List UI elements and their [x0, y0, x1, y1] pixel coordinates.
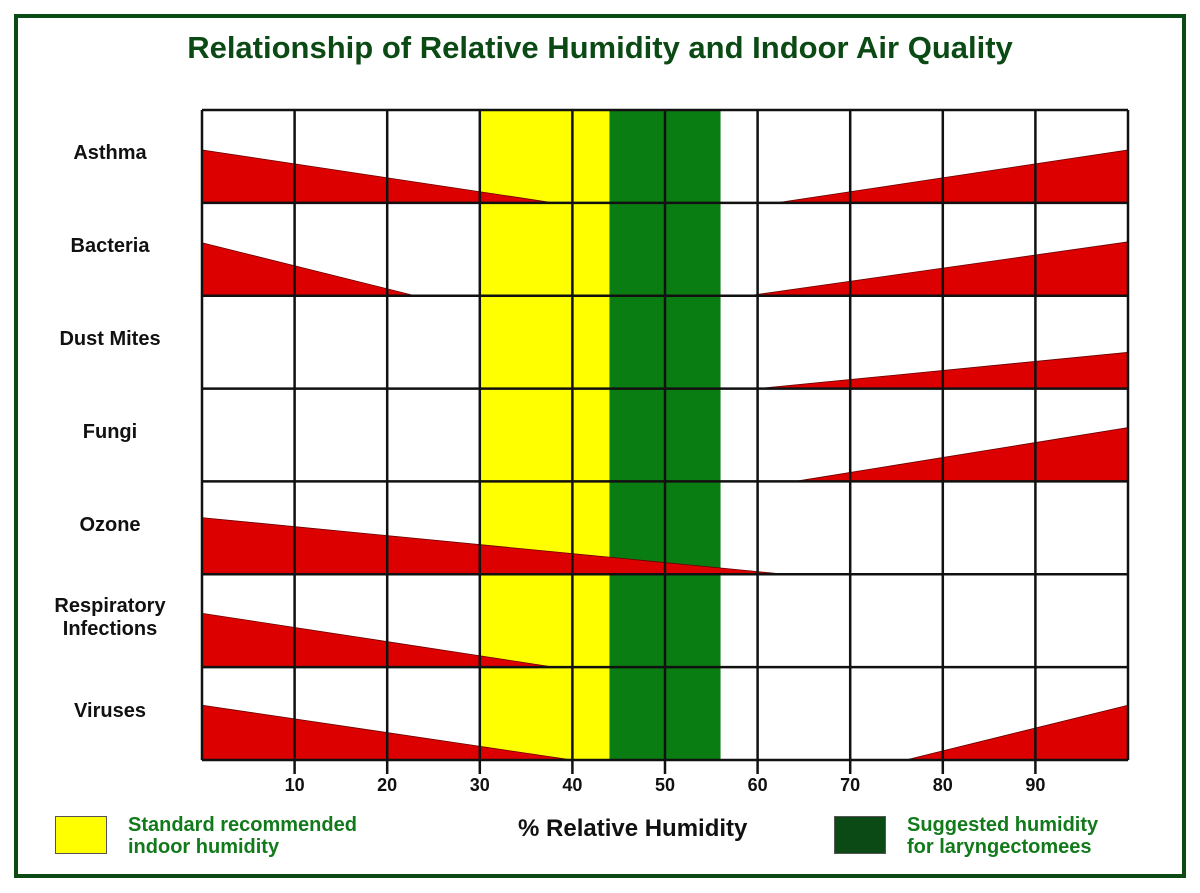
- legend-swatch-standard: [55, 816, 107, 854]
- row-label: Dust Mites: [25, 328, 195, 351]
- x-tick-label: 30: [469, 775, 490, 795]
- row-label-line: Asthma: [73, 142, 147, 165]
- x-tick-label: 10: [284, 775, 305, 795]
- legend-line: for laryngectomees: [907, 836, 1092, 858]
- legend-line: indoor humidity: [128, 836, 280, 858]
- legend-label-laryngectomees: Suggested humidity for laryngectomees: [907, 814, 1098, 858]
- x-tick-label: 80: [932, 775, 953, 795]
- row-label: Viruses: [25, 700, 195, 723]
- chart-title: Relationship of Relative Humidity and In…: [187, 30, 1013, 65]
- x-tick-label: 60: [747, 775, 768, 795]
- x-axis-label: % Relative Humidity: [518, 815, 748, 842]
- x-tick-label: 50: [654, 775, 676, 795]
- row-label-line: Viruses: [74, 699, 146, 722]
- row-label-line: Dust Mites: [59, 328, 161, 351]
- legend-line: Standard recommended: [128, 814, 357, 836]
- legend-label-standard: Standard recommended indoor humidity: [128, 814, 357, 858]
- row-label: Respiratory Infections: [25, 595, 195, 641]
- row-label-line: Fungi: [82, 421, 138, 443]
- x-tick-label: 40: [562, 775, 583, 795]
- legend-swatch-laryngectomees: [834, 816, 886, 854]
- x-tick-label: 20: [377, 775, 398, 795]
- row-label: Bacteria: [25, 235, 195, 258]
- legend-line: Suggested humidity: [907, 814, 1099, 836]
- row-label: Fungi: [25, 421, 195, 444]
- row-label: Asthma: [25, 142, 195, 165]
- chart-frame: [14, 14, 1186, 878]
- x-tick-label: 90: [1025, 775, 1046, 795]
- x-tick-label: 70: [840, 775, 861, 795]
- row-label-line: Infections: [62, 617, 158, 640]
- row-label-line: Respiratory: [54, 594, 166, 617]
- row-label: Ozone: [25, 514, 195, 537]
- row-label-line: Bacteria: [70, 235, 150, 258]
- band-0: [479, 110, 610, 760]
- row-label-line: Ozone: [79, 513, 141, 536]
